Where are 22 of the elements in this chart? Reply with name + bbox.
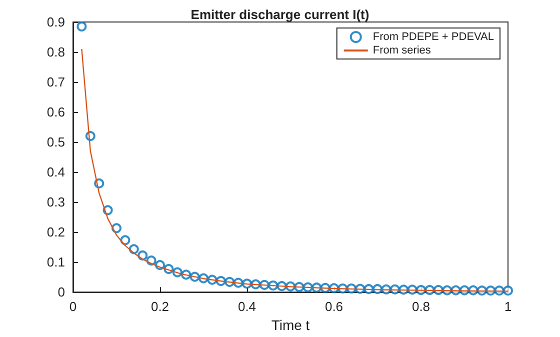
y-tick-label: 0.6 xyxy=(46,104,65,120)
point xyxy=(120,235,130,246)
y-tick-label: 0.7 xyxy=(46,74,65,90)
x-tick-label: 0 xyxy=(69,299,77,314)
y-tick-label: 0.9 xyxy=(46,14,65,30)
x-tick-label: 1 xyxy=(504,299,512,314)
x-tick-label: 0.4 xyxy=(238,299,256,314)
y-tick-label: 0.5 xyxy=(46,134,65,150)
y-tick-label: 0.2 xyxy=(46,224,65,240)
chart-title: Emitter discharge current I(t) xyxy=(190,7,370,22)
x-axis-title: Time t xyxy=(271,317,310,333)
point xyxy=(76,22,87,32)
y-tick-label: 0.1 xyxy=(46,254,65,270)
x-tick-label: 0.6 xyxy=(324,299,344,314)
legend-label: From PDEPE + PDEVAL xyxy=(372,31,494,43)
x-tick-label: 0.2 xyxy=(150,299,170,314)
y-tick-label: 0.4 xyxy=(46,164,65,180)
y-tick-label: 0 xyxy=(58,284,65,300)
y-tick-label: 0.8 xyxy=(46,44,65,60)
x-tick-label: 0.8 xyxy=(412,299,430,314)
legend-label: From series xyxy=(372,44,432,56)
y-tick-label: 0.3 xyxy=(46,194,65,210)
